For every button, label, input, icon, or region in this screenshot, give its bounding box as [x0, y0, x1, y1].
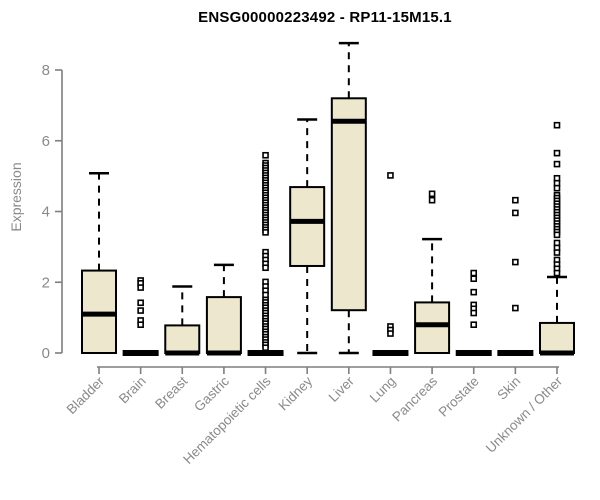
outlier-point [137, 307, 144, 314]
box-group-lung [372, 172, 409, 356]
outlier-point [262, 264, 269, 272]
outlier-point [553, 231, 561, 239]
y-tick-label: 6 [42, 133, 50, 150]
outlier-point [262, 151, 269, 159]
x-category-label: Breast [152, 373, 190, 411]
outlier-point [553, 149, 561, 157]
outlier-point [553, 269, 561, 277]
outlier-point [553, 184, 561, 192]
outlier-point [137, 299, 144, 307]
collapsed-box [497, 350, 534, 356]
x-category-label: Unknown / Other [483, 373, 566, 456]
box-group-breast [164, 285, 201, 356]
box-body [539, 321, 575, 354]
box-group-hematopoietic-cells [247, 151, 284, 356]
box-body [164, 324, 201, 355]
chart-title: ENSG00000223492 - RP11-15M15.1 [198, 9, 452, 26]
outlier-point [387, 330, 394, 337]
outlier-point [512, 196, 519, 204]
y-axis-title: Expression [8, 162, 24, 232]
box-group-prostate [455, 269, 492, 356]
outlier-point [470, 321, 478, 329]
outlier-point [470, 309, 478, 317]
x-category-label: Gastric [191, 373, 232, 414]
x-category-label: Bladder [64, 373, 108, 417]
y-tick-label: 4 [42, 204, 50, 221]
outlier-point [262, 229, 269, 236]
outlier-point [553, 160, 561, 168]
outlier-point [137, 284, 144, 291]
outlier-point [512, 258, 519, 266]
outlier-point [512, 304, 519, 312]
box-body [414, 301, 451, 355]
box-group-brain [122, 277, 159, 356]
box-group-skin [497, 196, 534, 356]
box-group-pancreas [414, 190, 451, 355]
box-body [289, 186, 326, 267]
outlier-point [428, 196, 436, 204]
outlier-point [262, 344, 269, 351]
box-group-gastric [205, 263, 242, 356]
y-tick-label: 8 [42, 62, 50, 79]
box-body [330, 97, 367, 312]
outlier-point [470, 288, 478, 296]
x-category-label: Prostate [436, 374, 482, 420]
x-category-label: Lung [367, 374, 399, 406]
box-group-liver [330, 41, 367, 355]
outlier-point [428, 190, 436, 198]
box-group-bladder [81, 172, 117, 355]
x-category-label: Pancreas [389, 373, 440, 424]
x-category-label: Kidney [276, 373, 316, 413]
y-tick-label: 2 [42, 274, 50, 291]
outlier-point [470, 275, 478, 283]
box-group-unknown-other [539, 121, 575, 356]
x-category-label: Brain [116, 374, 149, 407]
outlier-point [553, 249, 561, 256]
y-tick-label: 0 [42, 345, 50, 362]
x-category-label: Skin [494, 374, 523, 403]
collapsed-box [372, 350, 409, 356]
outlier-point [137, 321, 144, 329]
box-body [205, 296, 242, 355]
collapsed-box [122, 350, 159, 356]
outlier-point [470, 269, 478, 277]
box-group-kidney [289, 118, 326, 355]
collapsed-box [247, 350, 284, 356]
collapsed-box [455, 350, 492, 356]
outlier-point [512, 209, 519, 217]
outlier-point [387, 172, 394, 179]
x-category-label: Liver [326, 373, 358, 405]
outlier-point [553, 121, 561, 129]
